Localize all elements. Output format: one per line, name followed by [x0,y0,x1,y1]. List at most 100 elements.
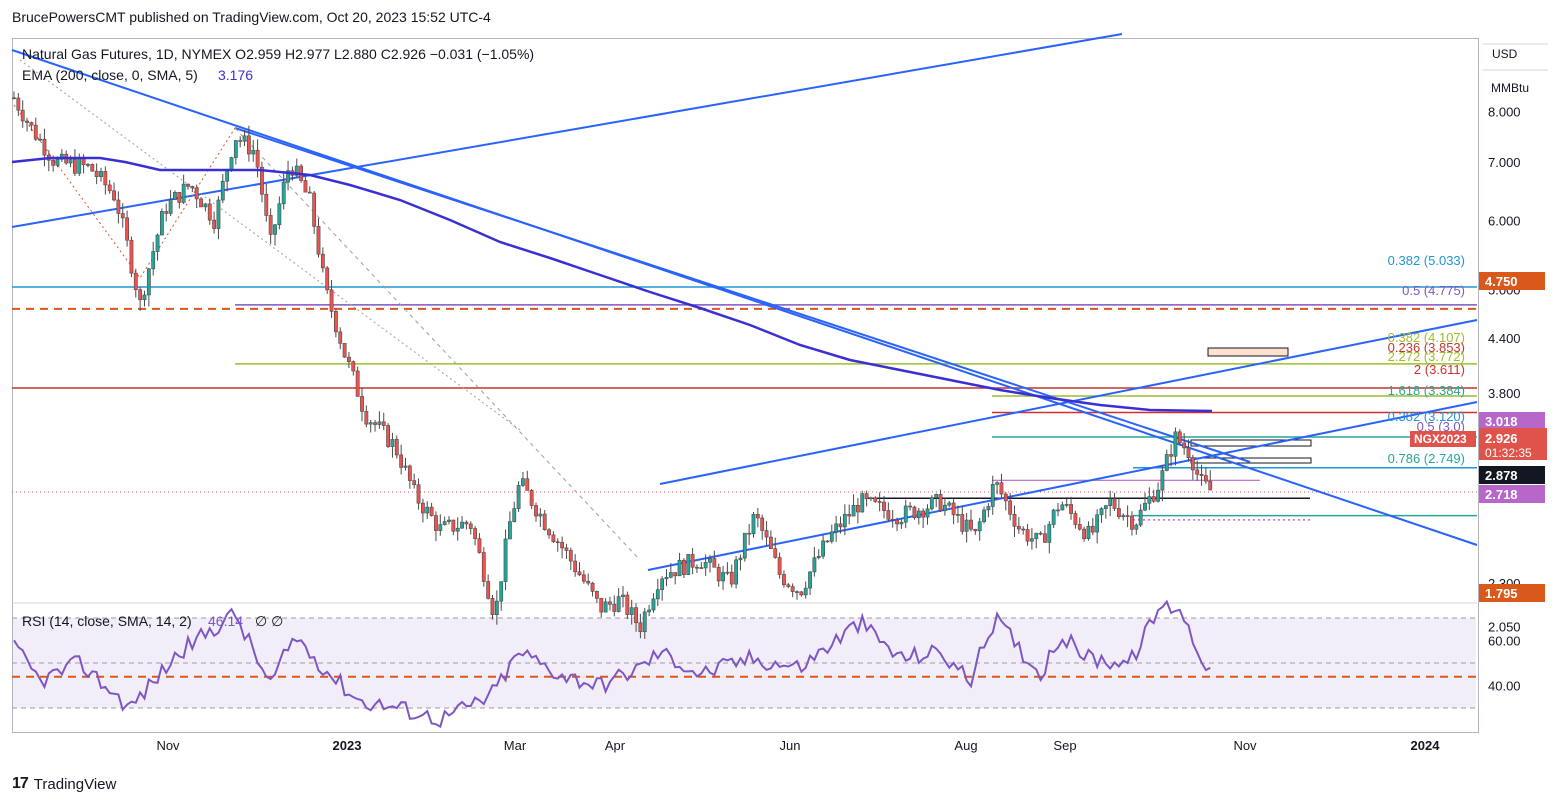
candle-up [851,504,856,517]
candle-up [1160,470,1165,491]
price-badge-2718: 2.718 [1485,487,1518,502]
candle-up [1108,498,1113,506]
candle-down [1177,431,1182,444]
candle-down [1003,493,1008,502]
candle-down [468,523,473,529]
candle-up [77,158,82,174]
candle-up [1095,514,1100,533]
candle-down [338,331,343,344]
publisher-line: BrucePowersCMT published on TradingView.… [12,9,491,25]
candle-down [212,219,217,229]
candle-down [951,502,956,516]
legend-symbol-ohlc: Natural Gas Futures, 1D, NYMEX O2.959 H2… [22,46,534,62]
candle-up [1064,504,1069,506]
candle-down [1182,442,1187,449]
candle-down [873,497,878,502]
candle-up [621,594,625,597]
candle-down [486,581,491,599]
candle-down [307,191,312,194]
candle-down [112,190,116,201]
candle-up [377,421,382,425]
candle-up [173,192,177,200]
candle-down [1016,526,1021,530]
candle-down [1082,528,1087,539]
candle-down [999,482,1004,495]
candle-down [795,591,799,593]
y-tick-label: 7.000 [1488,155,1521,170]
dotted-fib-guide-2 [234,127,641,561]
candle-down [973,528,978,532]
candle-down [177,192,182,203]
candle-down [194,187,199,200]
candle-up [516,485,521,509]
fib-label: 0.382 (5.033) [1388,253,1465,268]
x-tick-label: Jun [780,738,801,753]
candle-down [855,504,860,513]
trendline-falling-upper [234,127,1251,463]
candle-up [977,521,982,532]
candle-down [416,484,421,504]
candle-down [1117,508,1121,518]
candle-down [125,217,130,241]
candle-down [268,215,273,235]
candle-down [255,149,260,168]
x-tick-label: 2023 [333,738,362,753]
candle-up [603,601,608,613]
fib-label: 2.272 (3.772) [1388,349,1465,364]
candle-down [351,361,356,372]
candle-down [1151,496,1156,502]
candle-up [160,211,164,236]
candle-down [777,557,782,575]
candle-down [473,528,478,539]
candle-down [342,343,347,358]
candle-down [790,586,795,592]
candle-down [1025,529,1030,542]
candle-down [264,193,269,216]
candle-up [655,589,660,600]
candle-up [742,532,747,559]
candle-down [312,192,317,227]
candle-up [982,509,986,523]
candle-up [751,514,756,535]
candle-down [490,598,495,615]
candle-up [668,572,673,578]
candle-down [890,518,895,521]
candle-down [847,514,852,517]
candle-up [273,224,277,235]
y-tick-label: 3.800 [1488,386,1521,401]
candle-up [925,508,930,518]
candle-up [142,294,147,301]
rsi-tick-label: 40.00 [1488,679,1521,694]
candle-down [73,159,77,174]
candle-up [233,140,238,158]
candle-down [1069,504,1073,514]
candle-down [755,514,760,519]
fib-label: 0.786 (2.749) [1388,451,1465,466]
candle-up [286,170,290,183]
candle-up [651,598,656,611]
candle-down [1073,513,1078,525]
legend-ema-value: 3.176 [218,67,253,83]
price-badge-2878: 2.878 [1485,468,1518,483]
x-tick-label: Mar [504,738,527,753]
candle-down [325,267,330,291]
candle-down [908,505,913,508]
chart-frame [12,38,1479,733]
candle-up [403,465,408,468]
candle-up [842,514,847,528]
candle-up [995,482,1000,485]
current-price-value: 2.926 [1485,431,1518,446]
candle-down [1090,525,1095,533]
y-tick-label: 8.000 [1488,105,1521,120]
candle-down [1195,469,1200,475]
candle-down [138,289,143,301]
candle-down [634,607,638,624]
price-badge-2878-bg [1479,466,1545,484]
candle-up [903,505,908,523]
price-badge-1795: 1.795 [1485,586,1518,601]
candle-up [986,506,991,511]
fib-label: 0.5 (3.0) [1417,419,1465,434]
candle-down [260,166,264,195]
candle-down [238,140,243,142]
